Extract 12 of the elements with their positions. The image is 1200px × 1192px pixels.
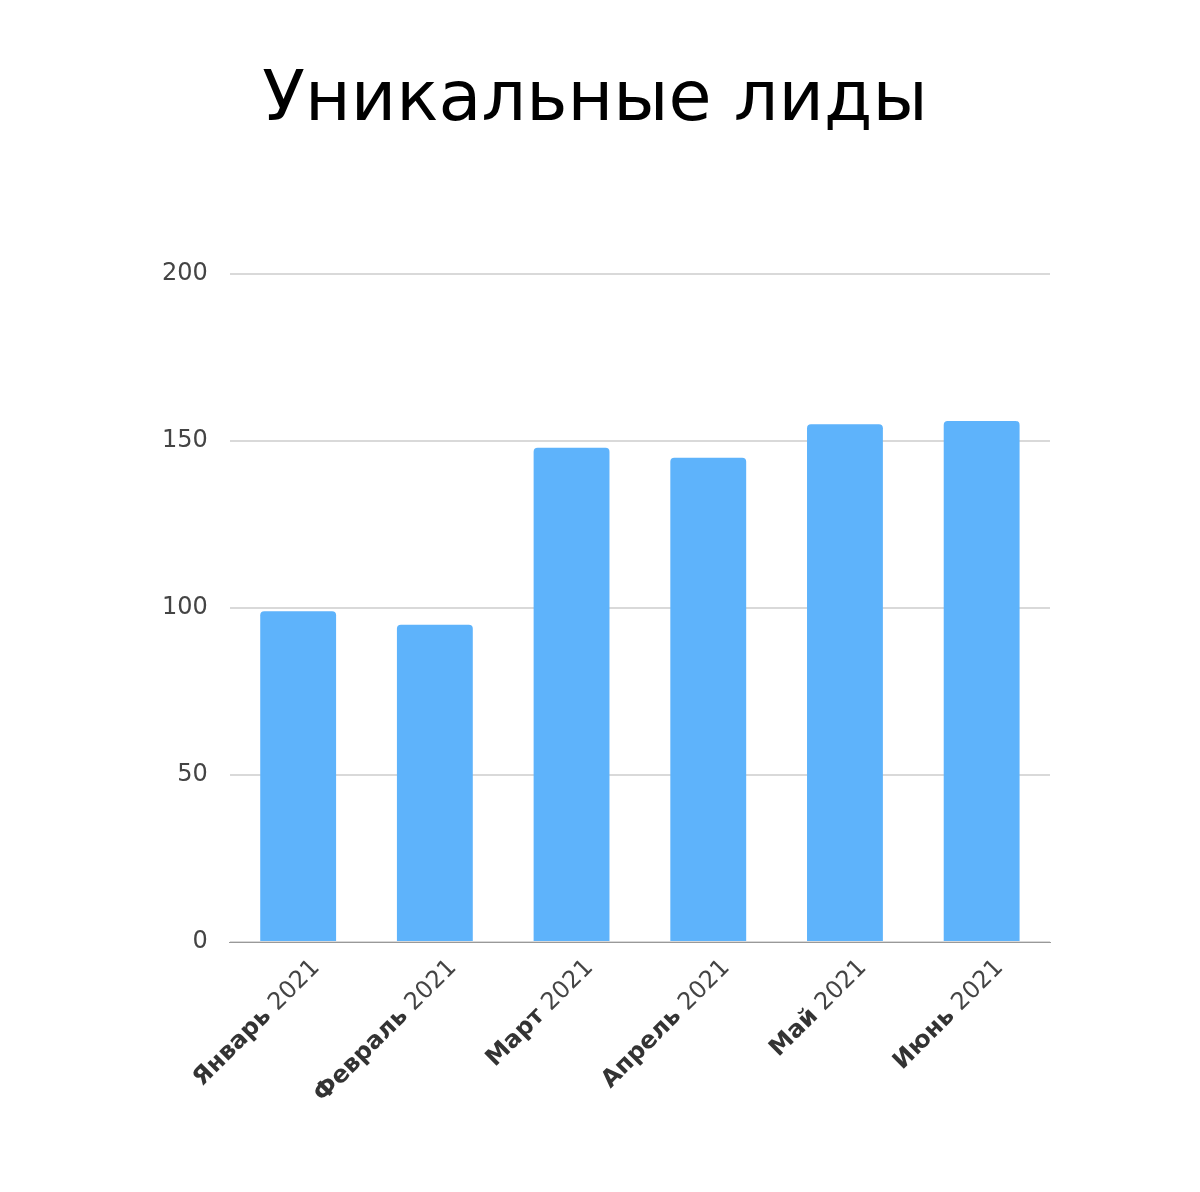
y-tick-label: 150 <box>162 425 208 454</box>
y-tick-label: 0 <box>192 926 208 955</box>
bar <box>943 420 1020 941</box>
bar <box>260 611 337 941</box>
y-tick-label: 50 <box>177 759 208 788</box>
y-tick-label: 200 <box>162 258 208 287</box>
y-tick-label: 100 <box>162 592 208 621</box>
bar <box>670 457 747 941</box>
bar <box>533 447 610 941</box>
chart-title: Уникальные лиды <box>262 55 928 138</box>
bar <box>807 424 883 941</box>
bar <box>396 624 473 941</box>
